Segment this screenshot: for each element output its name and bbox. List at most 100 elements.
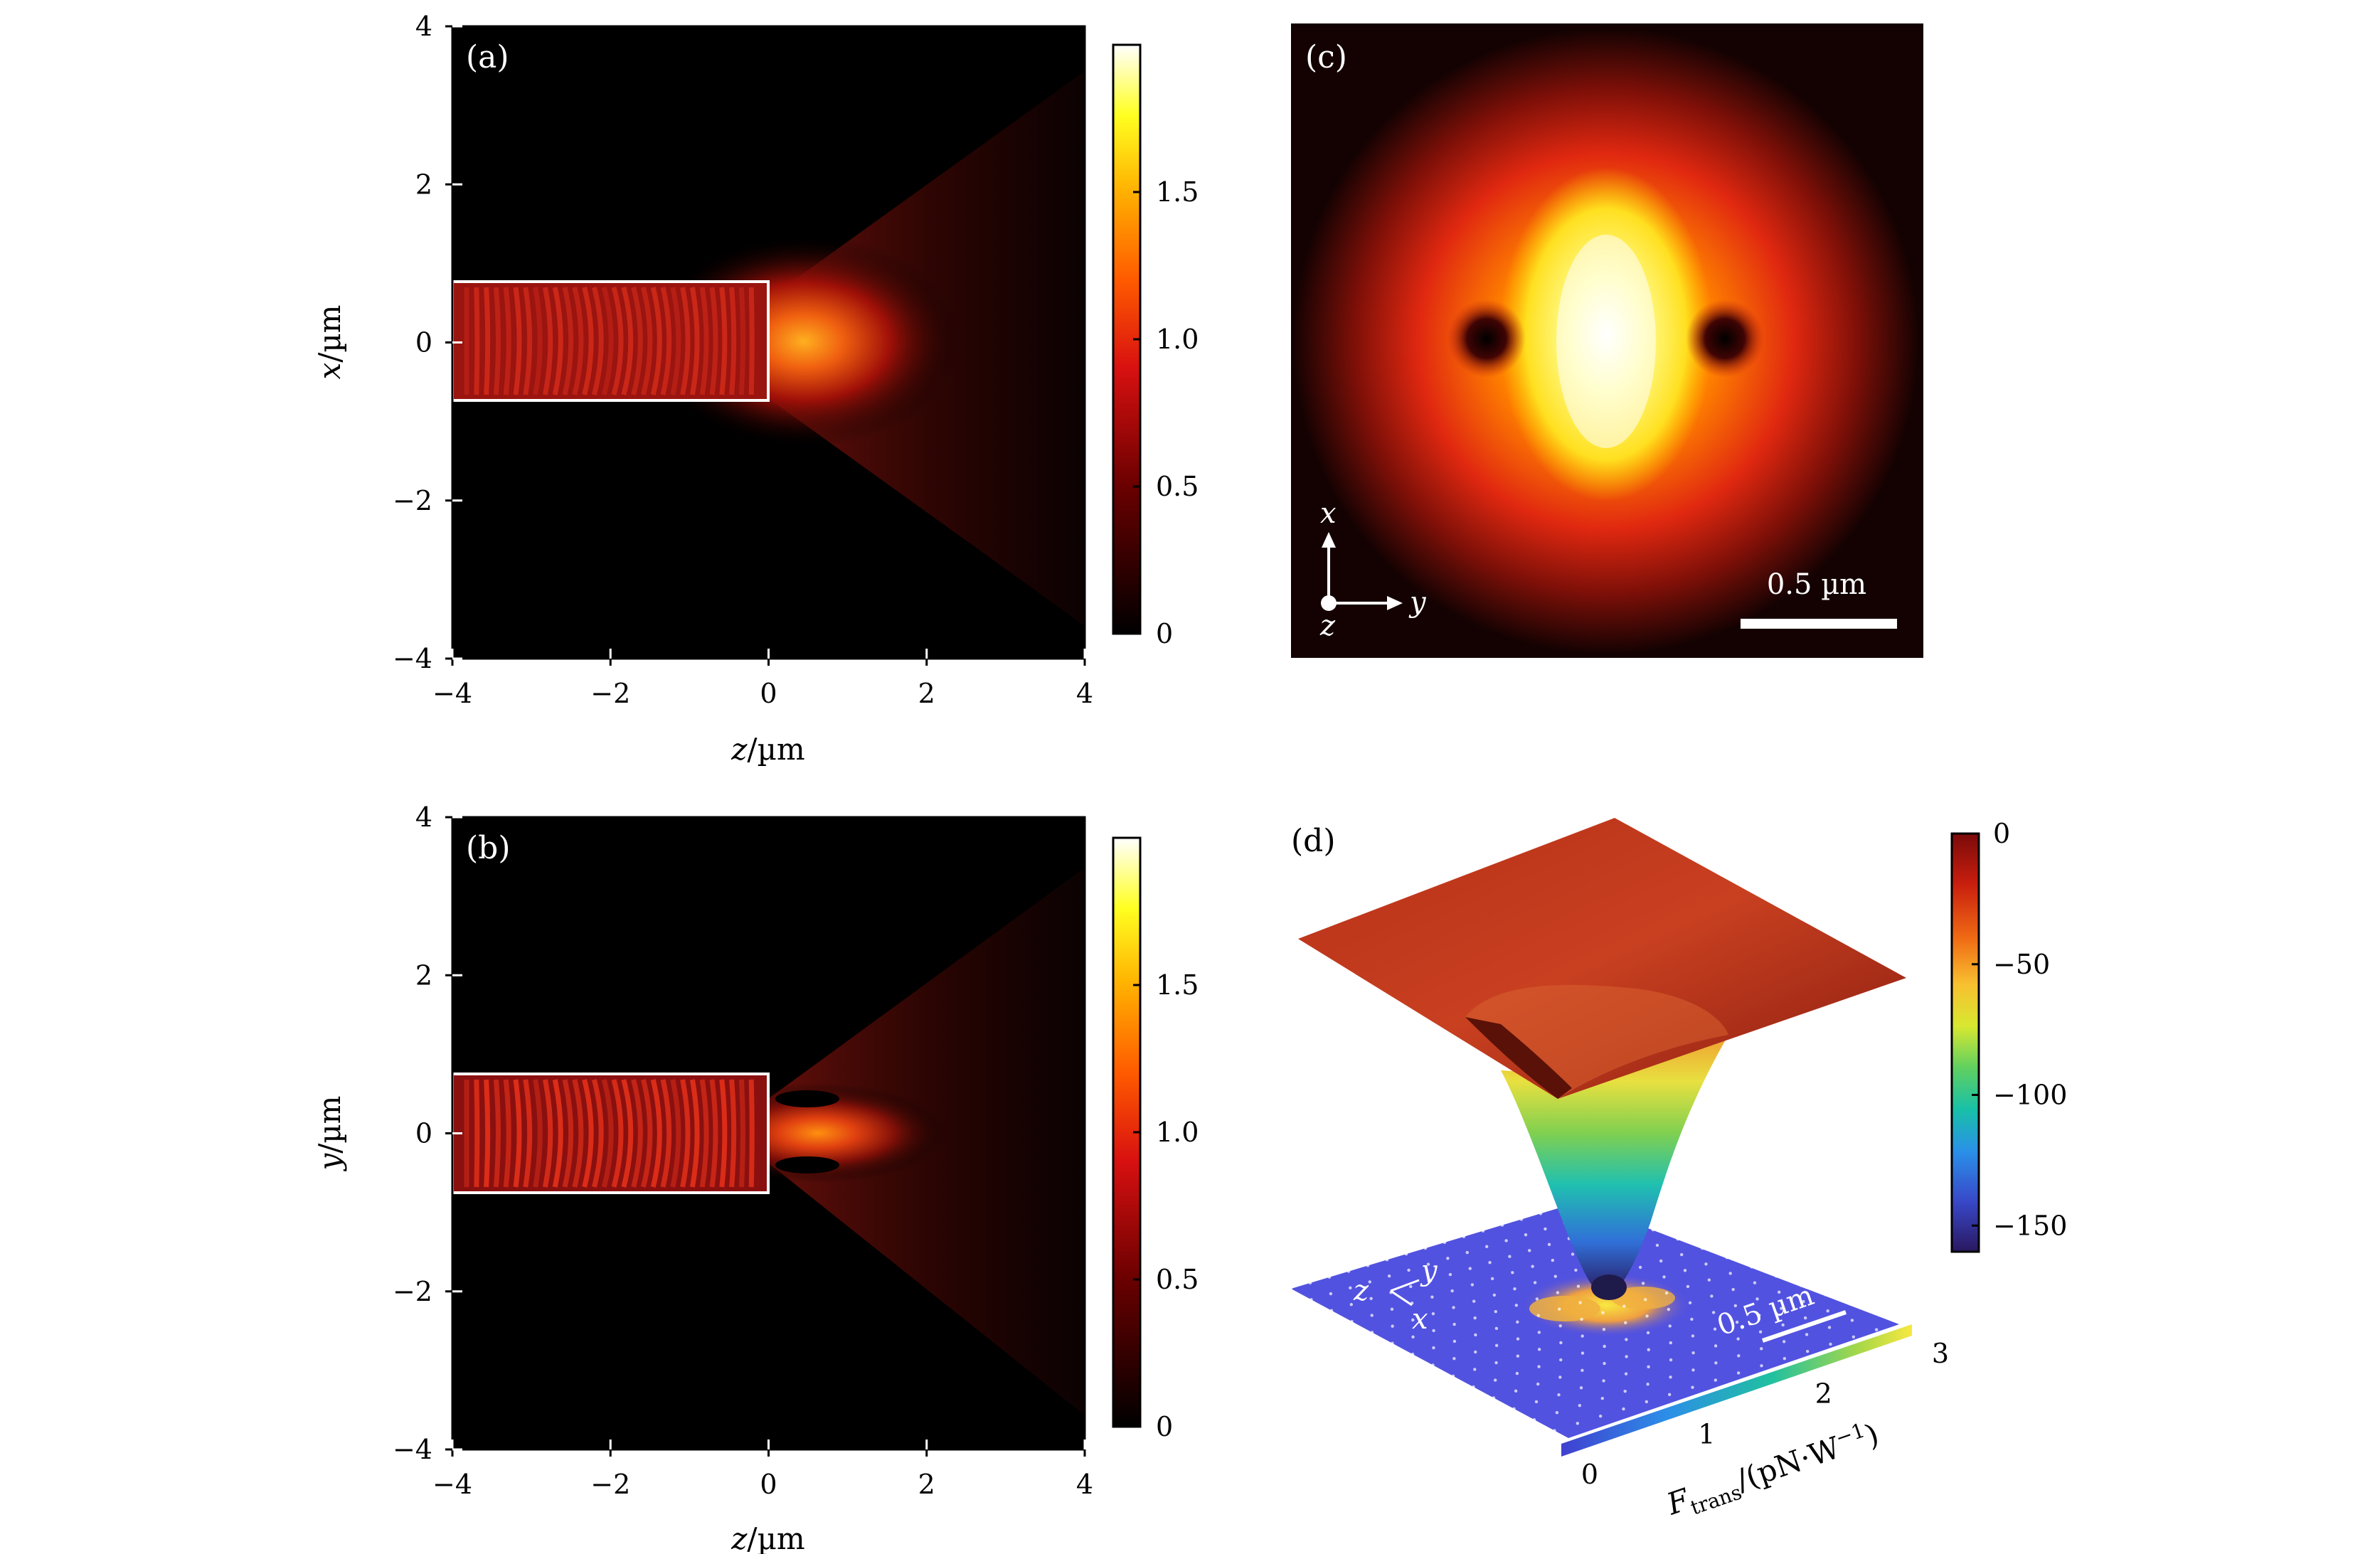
floor-vector [1669,1341,1673,1345]
floor-vector [1289,1287,1293,1291]
fringe [523,287,533,395]
floor-vector [1683,1269,1687,1272]
x-tick-label: −2 [590,1469,630,1500]
floor-vector [1799,1284,1803,1287]
floor-vector [1758,1330,1763,1334]
colorbar-tick-label: 0 [1993,818,2010,849]
floor-vector [1758,1314,1761,1317]
colorbar-tick-label: −50 [1993,949,2050,980]
floor-vector [1775,1274,1778,1278]
fringe [748,287,755,395]
fringe [493,1079,501,1188]
floor-vector [1308,1281,1312,1285]
floor-vector [1691,1385,1694,1389]
floor-vector [1390,1307,1394,1311]
floor-vector [1547,1242,1551,1247]
floor-vector [1574,1268,1578,1272]
floor-vector [1655,1243,1659,1247]
floor-vector [1544,1227,1547,1231]
floor-vector [1668,1324,1672,1328]
fringe [601,1079,614,1188]
fringe [552,1079,563,1188]
panel-a-ylabel: x/µm [312,305,347,380]
floor-vector [1576,1284,1581,1288]
floor-vector [1474,1333,1477,1337]
floor-vector [1735,1320,1739,1324]
floor-vector [1488,1260,1492,1265]
floor-vector [1539,1212,1543,1215]
fringe [729,287,737,395]
x-tick-label: −2 [590,678,630,709]
panel-d-axes-triad: z y x [1353,1255,1438,1336]
fringe [493,287,501,395]
floor-vector [1411,1318,1415,1322]
x-tick-label: −4 [432,678,472,709]
fringe [552,287,563,395]
fringe [650,287,662,395]
floor-vector [1559,1341,1563,1345]
floor-colorbar-tick-label: 2 [1815,1378,1832,1410]
floor-vector [1802,1299,1805,1304]
floor-vector [1688,1301,1692,1304]
panel-b-xlabel: z/µm [731,1521,804,1554]
floor-vector [1755,1297,1759,1301]
floor-vector [1578,1301,1582,1304]
fringe [611,287,624,395]
floor-vector [1805,1333,1809,1336]
floor-vector [1603,1361,1606,1366]
floor-vector [1625,1355,1628,1358]
fringe [641,287,653,395]
y-tick-label: −4 [393,1434,432,1465]
floor-vector [1472,1299,1476,1303]
floor-vector [1516,1337,1520,1341]
floor-vector [1558,1324,1562,1328]
fringe [631,1079,643,1188]
fringe [601,287,614,395]
x-tick-label: −4 [432,1469,472,1500]
floor-vector [1624,1321,1627,1325]
fringe [641,1079,653,1188]
fringe [572,287,584,395]
floor-vector [1516,1354,1520,1358]
fringe [748,1079,755,1188]
floor-vector [1781,1323,1785,1327]
floor-vector [1826,1309,1829,1313]
floor-vector [1777,1290,1781,1294]
panel-c-core-bright [1556,235,1656,448]
floor-vector [1411,1335,1415,1339]
fringe [592,287,604,395]
floor-vector [1409,1284,1413,1289]
fringe [572,1079,584,1188]
floor-vector [1327,1275,1332,1279]
floor-vector [1494,1343,1499,1347]
floor-vector [1714,1361,1718,1365]
floor-colorbar-tick-label: 3 [1932,1338,1949,1369]
panel-d-floor-colorbar-label: Ftrans/(pN·W−1) [1661,1415,1884,1526]
floor-vector [1667,1393,1672,1397]
floor-vector [1750,1265,1753,1269]
floor-vector [1669,1375,1672,1379]
floor-vector [1465,1250,1469,1255]
floor-vector [1446,1257,1450,1260]
floor-vector [1385,1258,1389,1262]
panel-d-floor-hotspot-left [1529,1296,1600,1321]
panel-c-scale-label: 0.5 µm [1767,568,1866,601]
y-tick-label: −2 [393,485,432,516]
panel-d-scale-bar [1762,1310,1847,1343]
floor-vector [1494,1310,1497,1314]
floor-vector [1848,1302,1852,1306]
floor-vector [1452,1306,1455,1309]
floor-vector [1782,1340,1786,1343]
fringe [611,1079,624,1188]
svg-text:x: x [1320,497,1337,530]
panel-b-label: (b) [466,830,511,866]
floor-vector [1508,1255,1512,1258]
panel-d-colorbar-ticks: 0 −50 −100 −150 [1972,818,2067,1241]
panel-d-funnel-tip [1591,1274,1627,1300]
svg-text:z: z [1319,610,1336,642]
floor-vector [1733,1304,1738,1308]
floor-vector [1532,1417,1536,1422]
x-tick-label: 4 [1076,1469,1093,1500]
floor-vector [1662,1275,1666,1279]
